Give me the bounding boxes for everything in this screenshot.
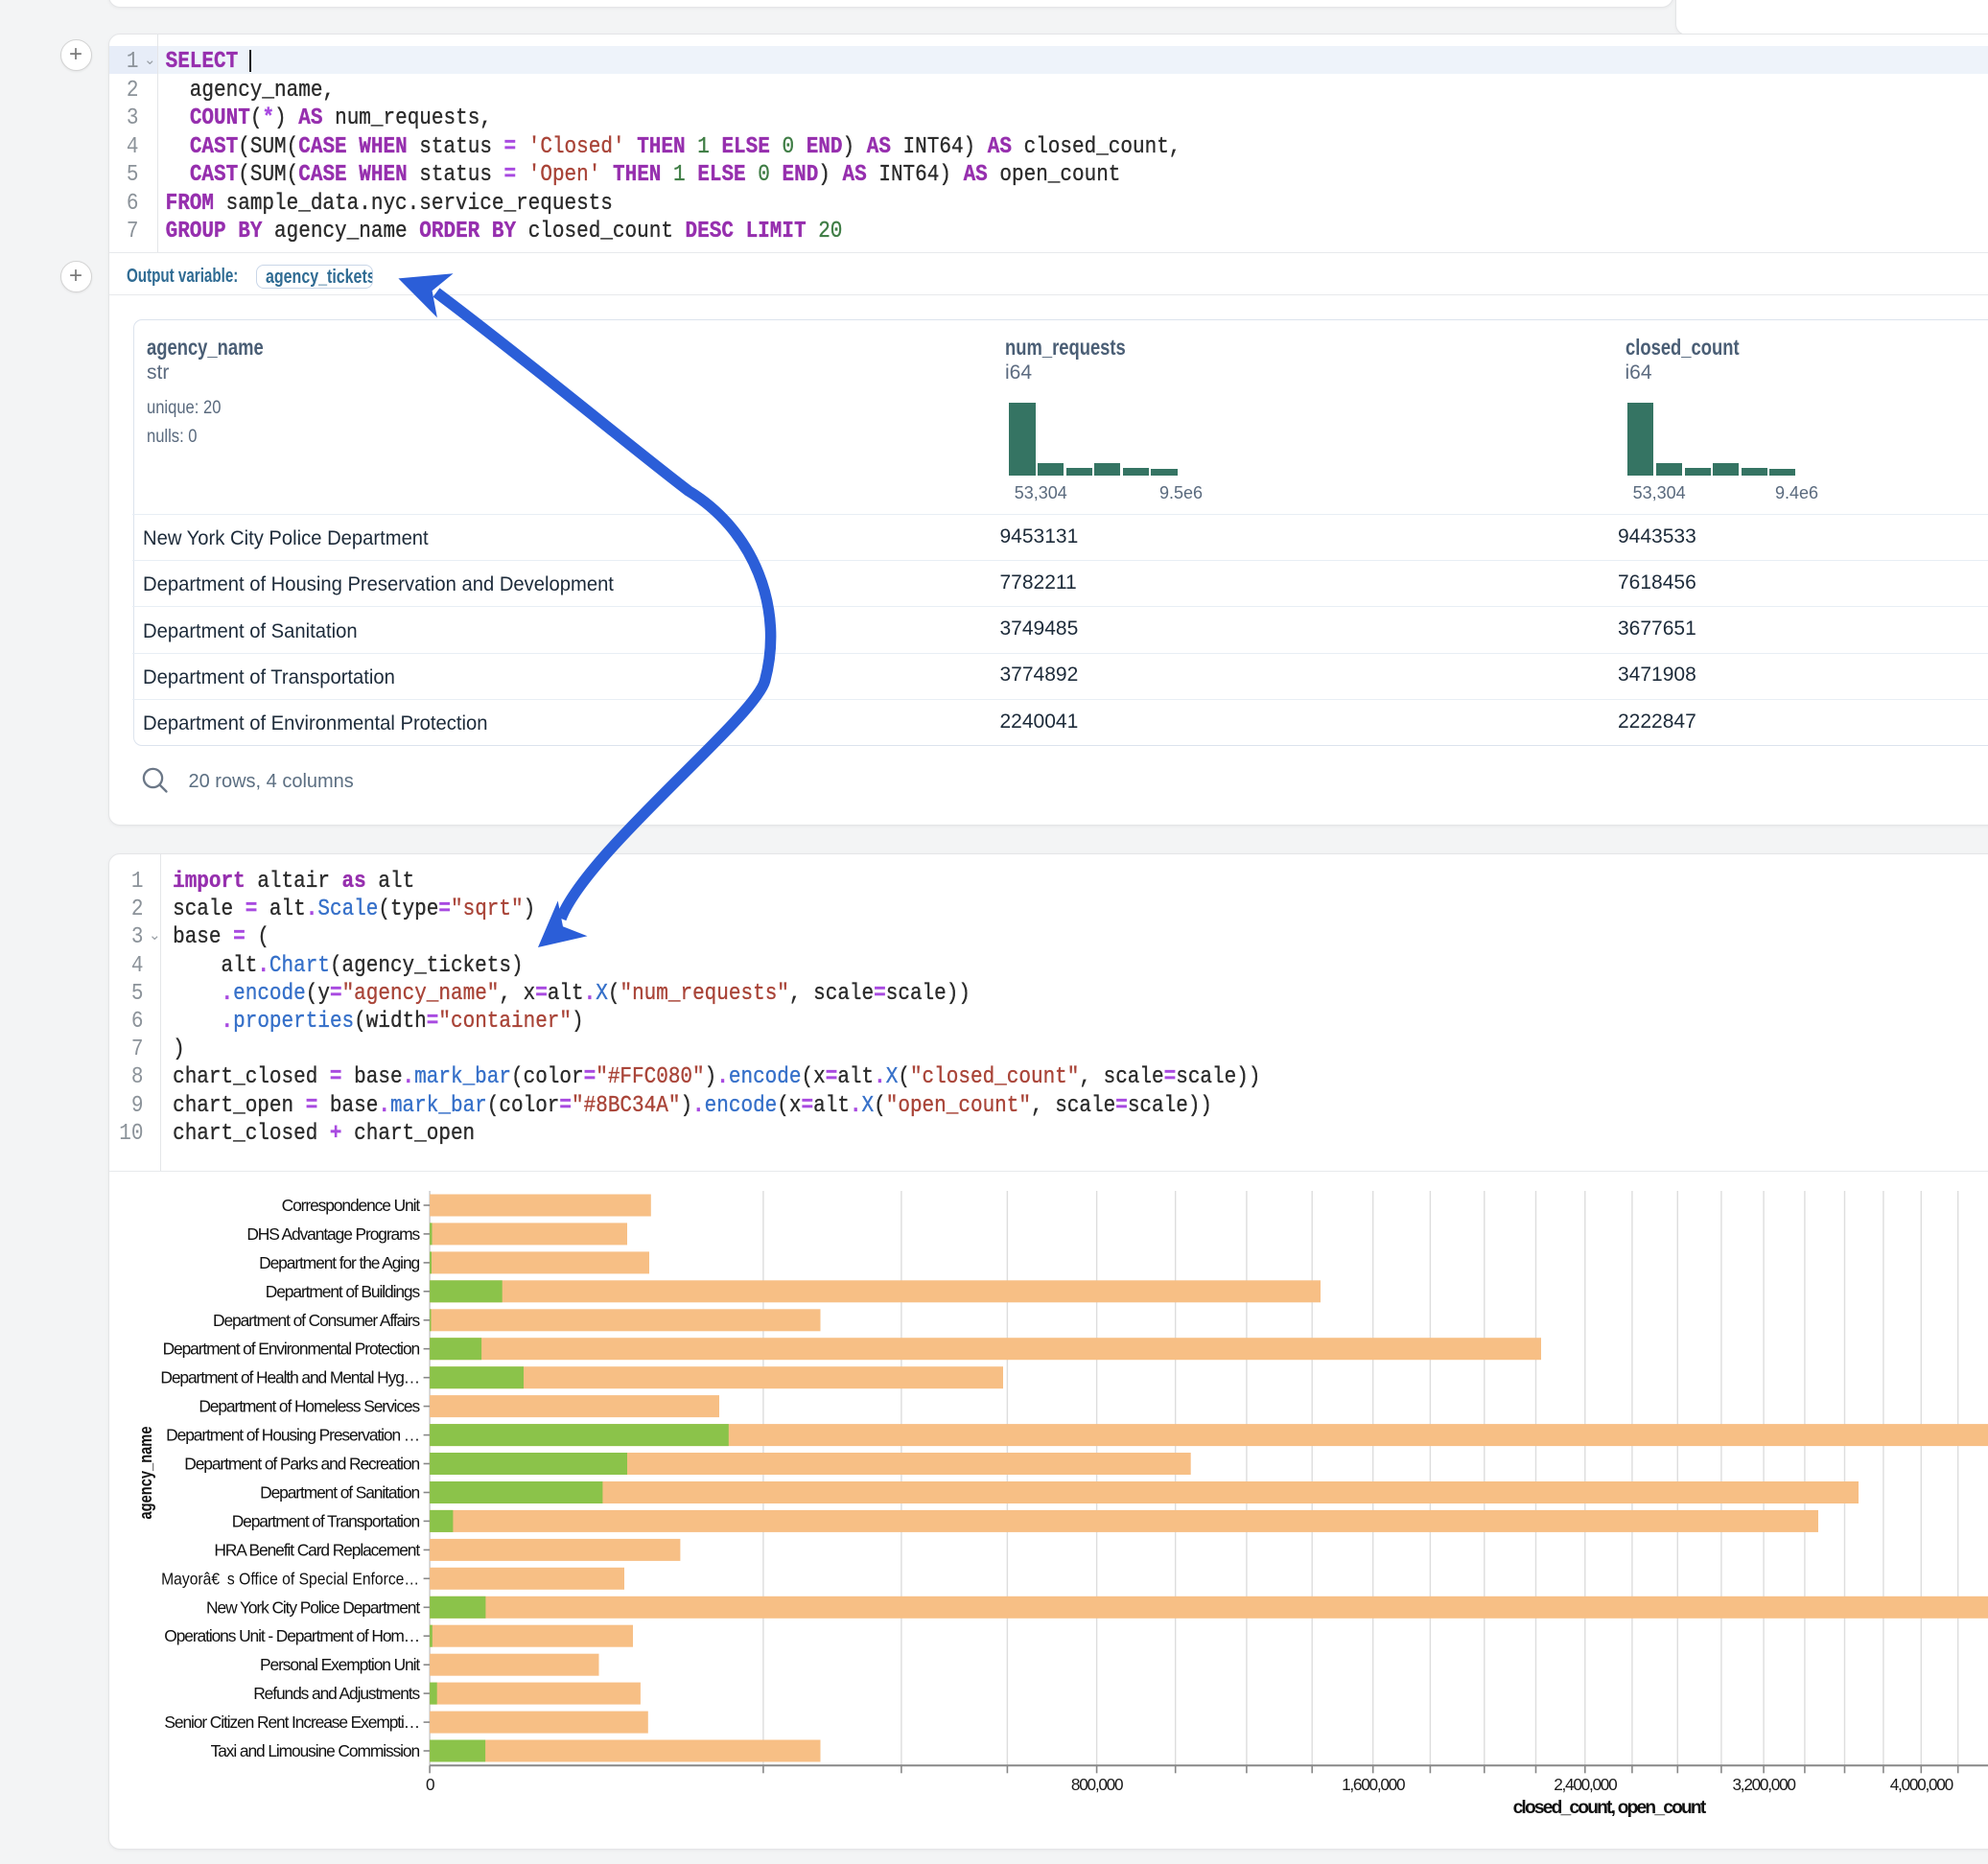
svg-text:Department of Housing Preserva: Department of Housing Preservation … <box>166 1426 419 1445</box>
svg-text:closed_count, open_count: closed_count, open_count <box>1513 1798 1707 1818</box>
svg-text:DHS Advantage Programs: DHS Advantage Programs <box>246 1224 420 1244</box>
svg-text:Taxi and Limousine Commission: Taxi and Limousine Commission <box>211 1741 420 1760</box>
svg-text:1,600,000: 1,600,000 <box>1342 1775 1405 1794</box>
svg-text:Senior Citizen Rent Increase E: Senior Citizen Rent Increase Exempti… <box>164 1713 419 1732</box>
svg-text:Mayorâ€ s Office of Special En: Mayorâ€ s Office of Special Enforce… <box>161 1569 419 1588</box>
svg-text:Personal Exemption Unit: Personal Exemption Unit <box>260 1655 420 1674</box>
svg-text:3,200,000: 3,200,000 <box>1732 1775 1795 1794</box>
svg-text:Correspondence Unit: Correspondence Unit <box>282 1196 421 1215</box>
svg-text:Department of Environmental Pr: Department of Environmental Protection <box>163 1340 420 1359</box>
svg-text:Department of Sanitation: Department of Sanitation <box>260 1483 419 1503</box>
svg-text:Department of Parks and Recrea: Department of Parks and Recreation <box>184 1455 419 1474</box>
svg-text:Operations Unit - Department o: Operations Unit - Department of Hom… <box>164 1626 419 1645</box>
svg-text:Department of Buildings: Department of Buildings <box>266 1282 421 1301</box>
svg-text:Department of Transportation: Department of Transportation <box>232 1511 420 1530</box>
svg-text:2,400,000: 2,400,000 <box>1554 1775 1617 1794</box>
svg-text:agency_name: agency_name <box>135 1427 155 1520</box>
svg-text:0: 0 <box>426 1775 434 1794</box>
svg-text:New York City Police Departmen: New York City Police Department <box>206 1597 420 1617</box>
svg-text:Department of Health and Menta: Department of Health and Mental Hyg… <box>160 1368 419 1387</box>
svg-text:Department of Consumer Affairs: Department of Consumer Affairs <box>213 1311 420 1330</box>
svg-text:800,000: 800,000 <box>1071 1775 1123 1794</box>
svg-text:HRA Benefit Card Replacement: HRA Benefit Card Replacement <box>214 1540 420 1559</box>
svg-text:Department for the Aging: Department for the Aging <box>259 1253 419 1272</box>
svg-text:4,000,000: 4,000,000 <box>1890 1775 1953 1794</box>
svg-text:Department of Homeless Service: Department of Homeless Services <box>199 1397 420 1416</box>
svg-text:Refunds and Adjustments: Refunds and Adjustments <box>253 1684 420 1703</box>
